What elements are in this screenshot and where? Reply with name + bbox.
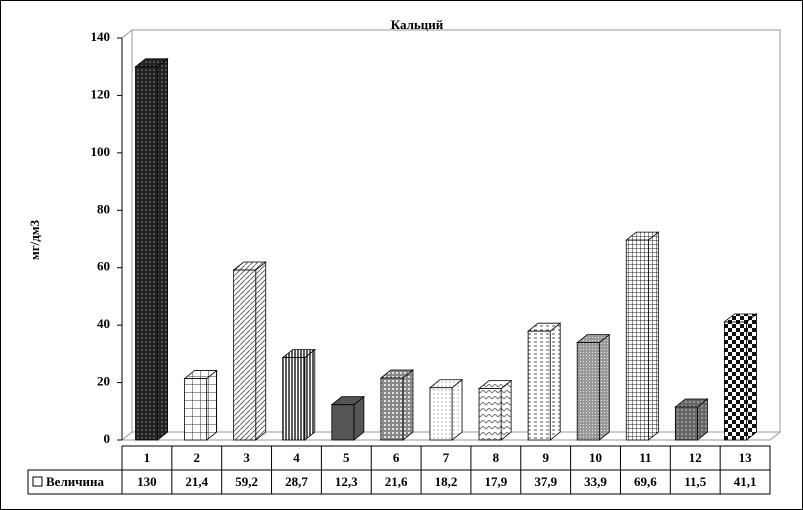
bar: [527, 330, 551, 441]
bar-side: [549, 322, 561, 441]
bar-side: [402, 369, 414, 441]
value-label: 21,4: [185, 474, 208, 489]
x-tick-label: 9: [542, 450, 549, 465]
x-tick-label: 2: [194, 450, 201, 465]
y-tick-label: 40: [97, 316, 110, 331]
x-tick-label: 13: [739, 450, 753, 465]
value-label: 12,3: [335, 474, 358, 489]
bar-side: [255, 261, 267, 441]
bar: [625, 239, 649, 441]
bar: [724, 321, 747, 441]
x-tick-label: 8: [493, 450, 500, 465]
y-tick-label: 20: [97, 374, 110, 389]
x-tick-label: 10: [589, 450, 602, 465]
bar-side: [647, 231, 659, 441]
legend-swatch: [32, 476, 43, 487]
x-tick-label: 3: [243, 450, 250, 465]
bar: [429, 387, 453, 441]
bar: [576, 342, 600, 441]
y-axis-label: мг/дм3: [27, 219, 42, 260]
value-label: 11,5: [684, 474, 707, 489]
value-label: 37,9: [534, 474, 557, 489]
chart-title: Кальций: [391, 17, 444, 32]
bar-side: [500, 379, 512, 441]
y-tick-label: 120: [91, 86, 111, 101]
value-label: 21,6: [385, 474, 408, 489]
x-tick-label: 11: [639, 450, 651, 465]
bar-side: [746, 313, 757, 441]
table-grid: [27, 445, 771, 495]
value-label: 59,2: [235, 474, 258, 489]
y-tick-label: 140: [91, 29, 111, 44]
bar: [380, 377, 404, 441]
bar: [233, 269, 257, 441]
bar: [135, 66, 158, 441]
value-label: 69,6: [634, 474, 657, 489]
floor: [120, 431, 782, 441]
value-label: 28,7: [285, 474, 308, 489]
bar-side: [157, 57, 168, 441]
value-label: 17,9: [484, 474, 507, 489]
bar: [184, 378, 208, 441]
y-tick-label: 100: [91, 144, 111, 159]
x-tick-label: 5: [343, 450, 350, 465]
x-tick-label: 12: [689, 450, 702, 465]
y-tick-label: 80: [97, 201, 110, 216]
bar-side: [304, 348, 316, 441]
bar-side: [206, 369, 218, 441]
x-tick-label: 1: [144, 450, 151, 465]
x-tick-label: 4: [293, 450, 300, 465]
value-label: 41,1: [734, 474, 757, 489]
bar-side: [451, 378, 463, 441]
bar: [282, 357, 306, 441]
value-label: 130: [137, 474, 157, 489]
value-label: 18,2: [435, 474, 458, 489]
x-tick-label: 7: [443, 450, 450, 465]
bar: [331, 404, 355, 441]
legend-label: Величина: [46, 474, 105, 489]
side-edge: [121, 29, 133, 39]
bar: [674, 406, 698, 441]
bar: [478, 388, 502, 441]
bar-side: [598, 333, 610, 441]
y-tick-label: 60: [97, 259, 110, 274]
value-label: 33,9: [584, 474, 607, 489]
x-tick-label: 6: [393, 450, 400, 465]
y-tick-label: 0: [104, 431, 111, 446]
